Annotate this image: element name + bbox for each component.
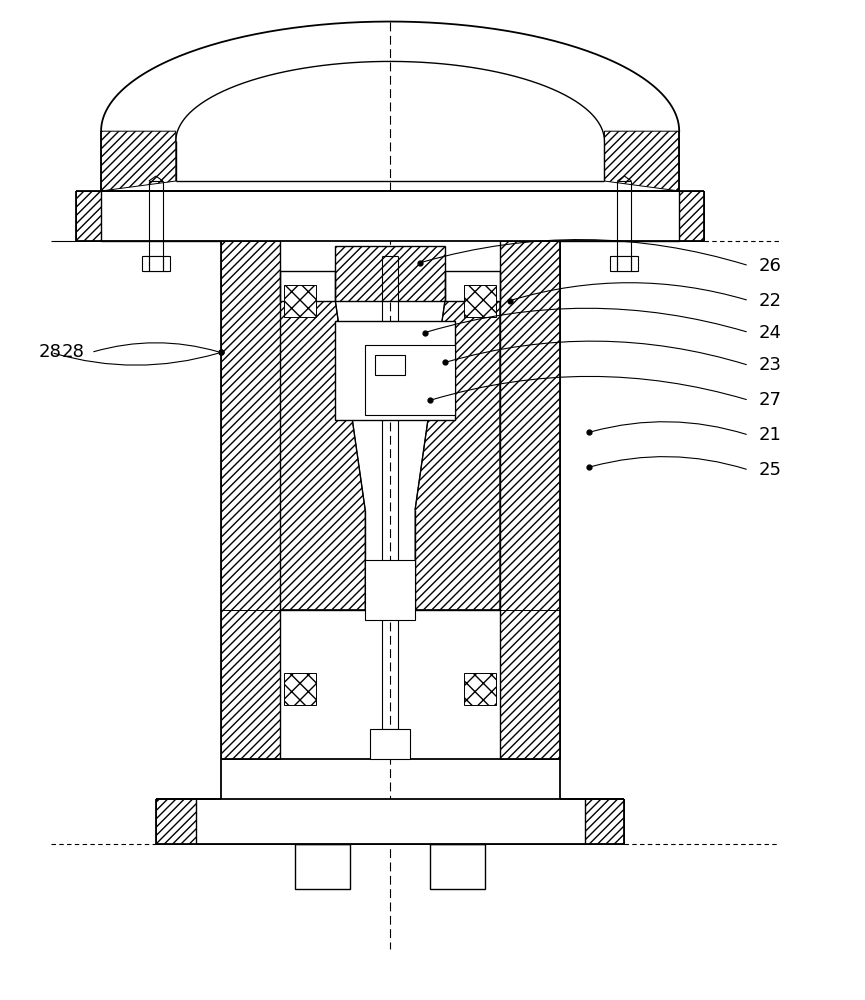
Bar	[365, 345, 455, 415]
Text: 23: 23	[759, 356, 782, 374]
Bar	[464, 285, 496, 317]
Bar	[445, 271, 500, 301]
Bar	[221, 610, 280, 759]
Text: 25: 25	[759, 461, 782, 479]
Bar	[144, 256, 168, 271]
Bar	[370, 729, 410, 759]
Bar	[464, 673, 496, 705]
Text: 22: 22	[759, 292, 782, 310]
Bar	[611, 256, 638, 271]
Bar	[221, 241, 280, 610]
Bar	[336, 246, 445, 301]
Bar	[285, 673, 317, 705]
Text: 27: 27	[759, 391, 782, 409]
Bar	[142, 256, 170, 271]
Text: 21: 21	[759, 426, 782, 444]
Text: 28: 28	[61, 343, 84, 361]
Bar	[195, 799, 585, 844]
Bar	[365, 560, 415, 620]
Text: 24: 24	[759, 324, 782, 342]
Bar	[156, 799, 195, 844]
Bar	[280, 271, 336, 301]
Bar	[679, 191, 704, 241]
Text: 26: 26	[759, 257, 782, 275]
Bar	[360, 360, 420, 400]
Text: 28: 28	[38, 343, 61, 361]
Bar	[375, 355, 405, 375]
Polygon shape	[605, 131, 679, 191]
Bar	[612, 256, 637, 271]
Bar	[156, 799, 625, 844]
Bar	[285, 285, 317, 317]
Bar	[500, 610, 560, 759]
Bar	[176, 191, 605, 241]
Bar	[500, 241, 560, 610]
Bar	[336, 321, 455, 420]
Bar	[430, 844, 484, 889]
Bar	[296, 844, 350, 889]
Bar	[585, 799, 625, 844]
Bar	[76, 191, 101, 241]
Polygon shape	[415, 301, 500, 610]
Polygon shape	[101, 131, 176, 191]
Polygon shape	[280, 301, 365, 610]
